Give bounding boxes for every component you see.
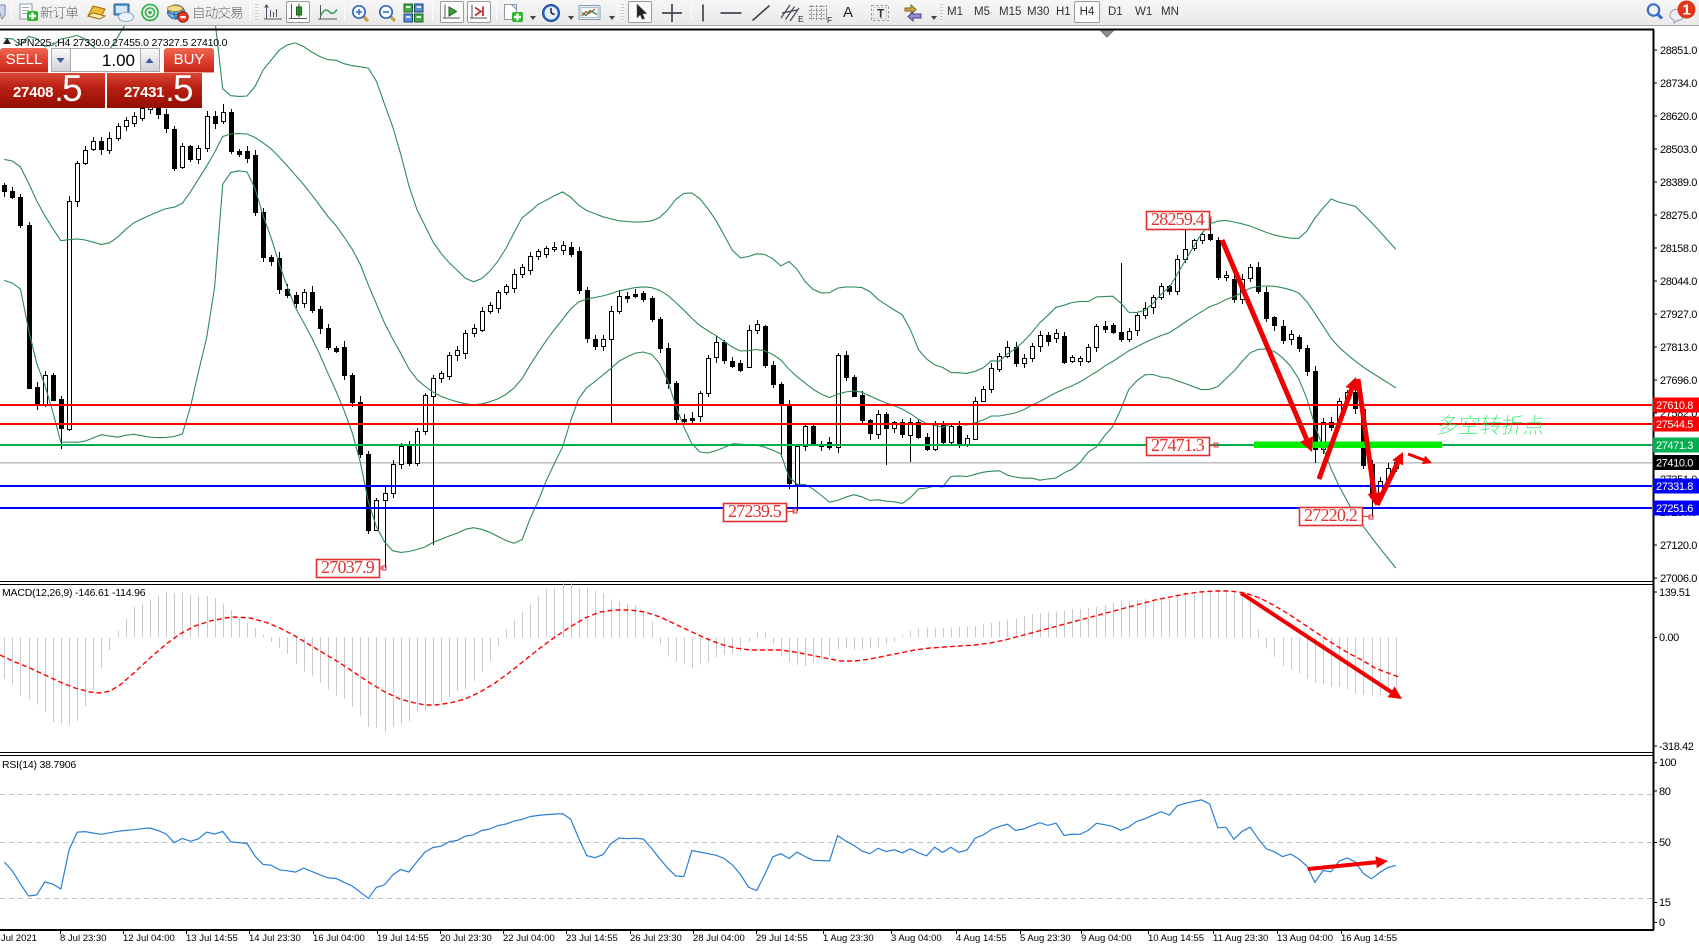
svg-text:15: 15 <box>1659 897 1671 909</box>
svg-text:19 Jul 14:55: 19 Jul 14:55 <box>377 933 429 944</box>
svg-text:27696.0: 27696.0 <box>1660 375 1697 387</box>
svg-text:Jul 2021: Jul 2021 <box>1 933 37 944</box>
svg-text:9 Aug 04:00: 9 Aug 04:00 <box>1081 933 1132 944</box>
svg-text:T: T <box>877 7 885 21</box>
svg-text:80: 80 <box>1659 786 1671 798</box>
svg-text:28275.0: 28275.0 <box>1660 210 1697 222</box>
svg-text:1 Aug 23:30: 1 Aug 23:30 <box>823 933 874 944</box>
svg-text:27813.0: 27813.0 <box>1660 342 1697 354</box>
svg-text:10 Aug 14:55: 10 Aug 14:55 <box>1148 933 1204 944</box>
svg-text:27610.8: 27610.8 <box>1656 400 1693 412</box>
svg-text:13 Jul 14:55: 13 Jul 14:55 <box>186 933 238 944</box>
svg-text:4 Aug 14:55: 4 Aug 14:55 <box>956 933 1007 944</box>
svg-text:27037.9: 27037.9 <box>321 557 375 577</box>
svg-text:27927.0: 27927.0 <box>1660 309 1697 321</box>
svg-text:27410.0: 27410.0 <box>1656 458 1693 470</box>
svg-text:-318.42: -318.42 <box>1659 741 1694 753</box>
svg-text:27120.0: 27120.0 <box>1660 540 1697 552</box>
svg-text:28259.4: 28259.4 <box>1151 209 1205 229</box>
svg-text:27220.2: 27220.2 <box>1304 505 1357 525</box>
svg-text:27331.8: 27331.8 <box>1656 481 1693 493</box>
svg-text:16 Jul 04:00: 16 Jul 04:00 <box>313 933 365 944</box>
svg-text:50: 50 <box>1659 837 1671 849</box>
svg-text:13 Aug 04:00: 13 Aug 04:00 <box>1277 933 1333 944</box>
svg-text:27471.3: 27471.3 <box>1656 440 1693 452</box>
svg-text:11 Aug 23:30: 11 Aug 23:30 <box>1213 933 1268 944</box>
svg-text:RSI(14) 38.7906: RSI(14) 38.7906 <box>2 759 76 771</box>
svg-text:E: E <box>798 14 804 24</box>
svg-text:0.00: 0.00 <box>1659 632 1679 644</box>
svg-text:28044.0: 28044.0 <box>1660 276 1697 288</box>
svg-text:20 Jul 23:30: 20 Jul 23:30 <box>440 933 492 944</box>
svg-text:F: F <box>827 15 832 24</box>
svg-text:29 Jul 14:55: 29 Jul 14:55 <box>756 933 808 944</box>
svg-text:100: 100 <box>1659 757 1676 769</box>
svg-text:28620.0: 28620.0 <box>1660 111 1697 123</box>
svg-text:1: 1 <box>1682 2 1690 19</box>
svg-text:3 Aug 04:00: 3 Aug 04:00 <box>891 933 942 944</box>
svg-text:28851.0: 28851.0 <box>1660 45 1697 57</box>
svg-text:MACD(12,26,9) -146.61 -114.96: MACD(12,26,9) -146.61 -114.96 <box>2 587 146 599</box>
svg-text:12 Jul 04:00: 12 Jul 04:00 <box>123 933 175 944</box>
svg-text:5 Aug 23:30: 5 Aug 23:30 <box>1020 933 1071 944</box>
svg-text:14 Jul 23:30: 14 Jul 23:30 <box>249 933 301 944</box>
svg-text:27006.0: 27006.0 <box>1660 573 1697 585</box>
svg-text:28389.0: 28389.0 <box>1660 177 1697 189</box>
svg-text:27251.6: 27251.6 <box>1656 503 1693 515</box>
svg-text:22 Jul 04:00: 22 Jul 04:00 <box>503 933 555 944</box>
svg-text:23 Jul 14:55: 23 Jul 14:55 <box>566 933 618 944</box>
svg-text:27471.3: 27471.3 <box>1151 435 1205 455</box>
svg-text:16 Aug 14:55: 16 Aug 14:55 <box>1341 933 1397 944</box>
svg-text:27544.5: 27544.5 <box>1656 419 1693 431</box>
svg-text:28734.0: 28734.0 <box>1660 78 1697 90</box>
svg-text:JPN225-,H4 27330.0 27455.0 27: JPN225-,H4 27330.0 27455.0 27327.5 27410… <box>15 37 228 49</box>
svg-text:26 Jul 23:30: 26 Jul 23:30 <box>630 933 682 944</box>
svg-text:28503.0: 28503.0 <box>1660 144 1697 156</box>
svg-text:139.51: 139.51 <box>1659 587 1691 599</box>
svg-text:0: 0 <box>1659 917 1665 929</box>
svg-text:28 Jul 04:00: 28 Jul 04:00 <box>693 933 745 944</box>
svg-text:8 Jul 23:30: 8 Jul 23:30 <box>60 933 106 944</box>
svg-text:27239.5: 27239.5 <box>728 501 782 521</box>
svg-text:28158.0: 28158.0 <box>1660 243 1697 255</box>
